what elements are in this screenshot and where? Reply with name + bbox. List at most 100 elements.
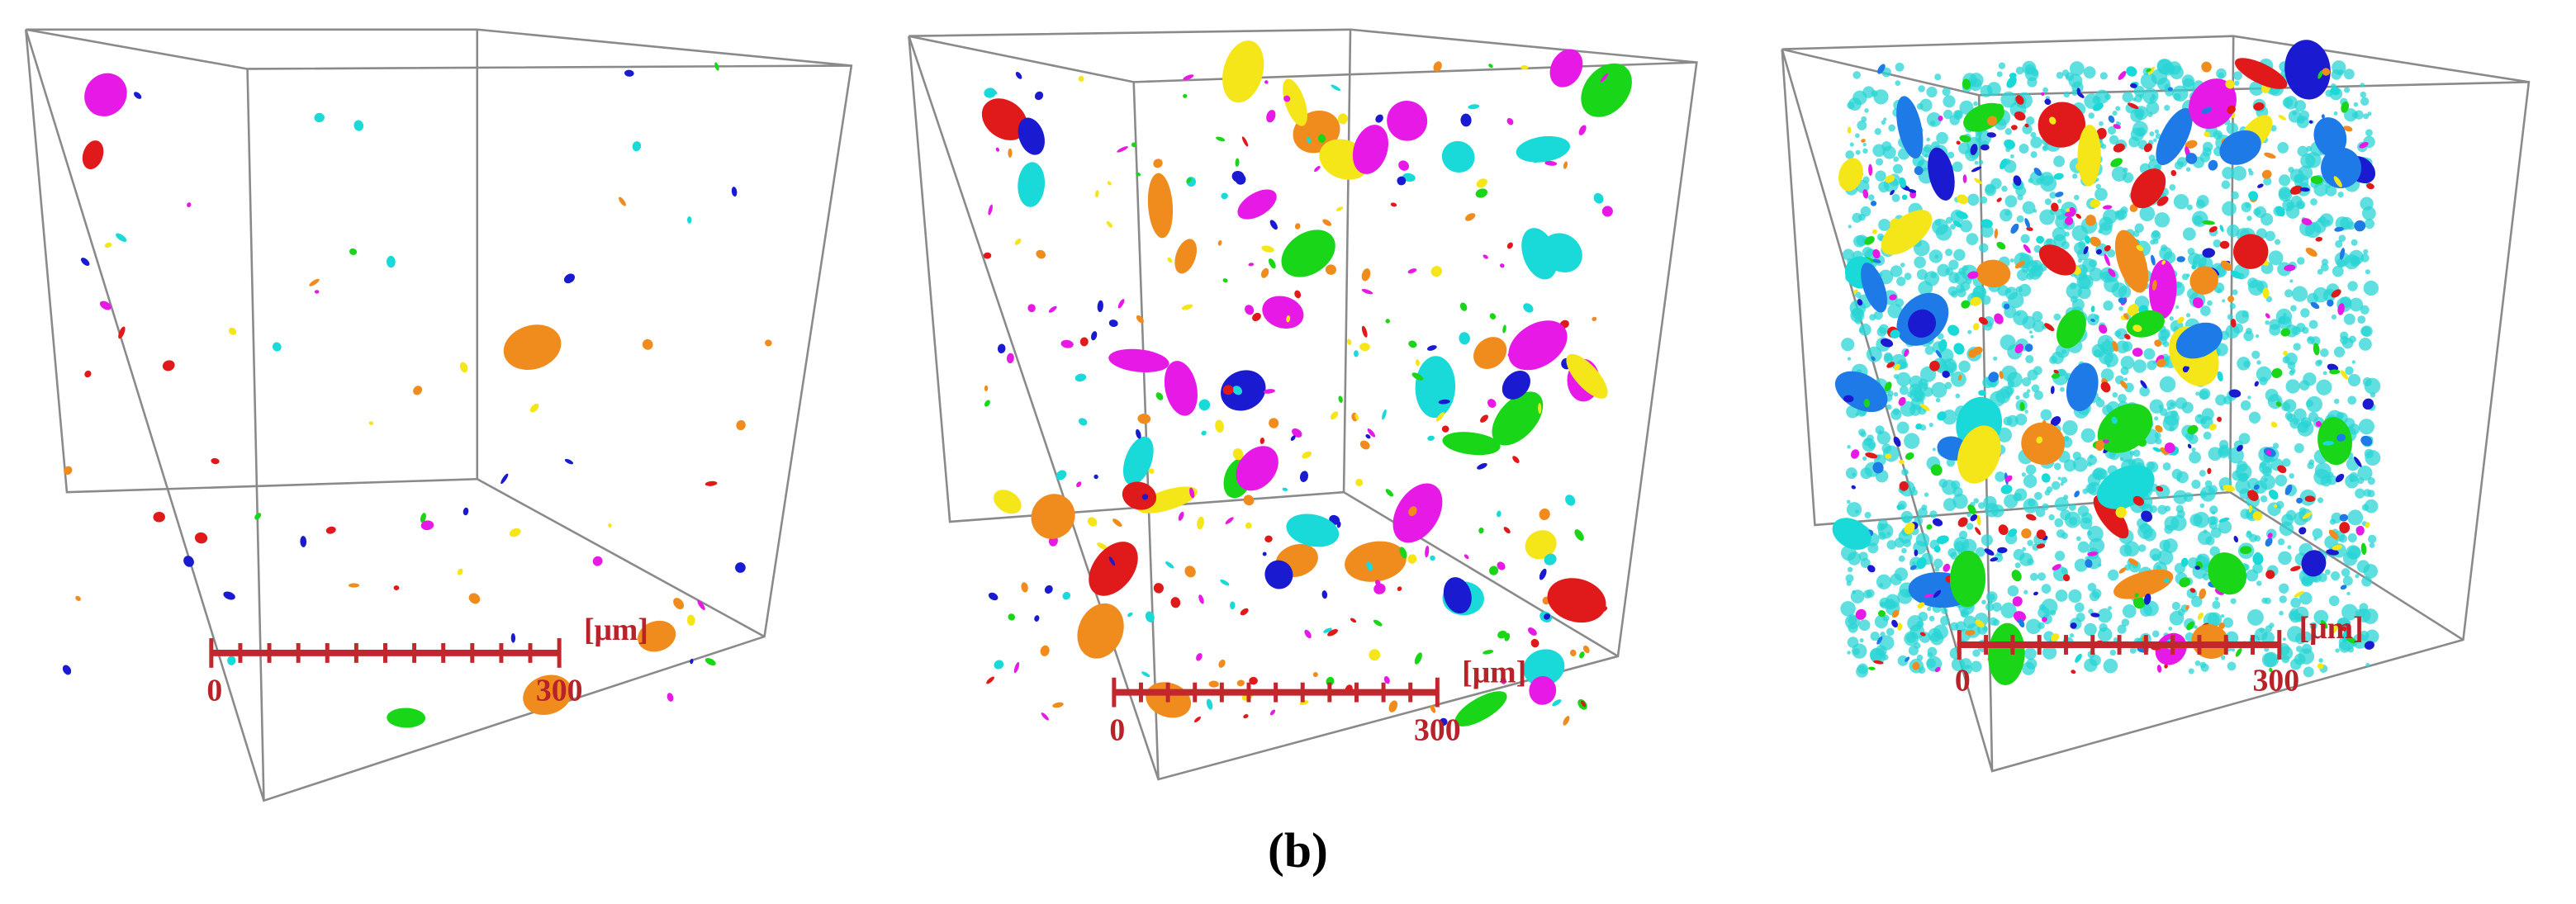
cluster xyxy=(2363,248,2369,255)
cluster xyxy=(1930,120,1936,126)
cluster xyxy=(988,204,993,215)
cluster xyxy=(2367,490,2375,498)
cluster xyxy=(1425,545,1430,558)
cluster xyxy=(314,112,325,123)
cluster xyxy=(2363,280,2379,296)
cluster xyxy=(84,73,127,116)
cluster xyxy=(2099,222,2113,235)
cluster xyxy=(1520,65,1529,70)
cluster xyxy=(992,90,998,95)
cluster xyxy=(1933,545,1941,553)
cluster xyxy=(1876,431,1891,445)
cluster xyxy=(1918,281,1933,296)
cluster xyxy=(1863,438,1872,447)
cluster xyxy=(2108,115,2115,123)
cluster xyxy=(2080,428,2095,443)
cluster xyxy=(2154,416,2159,421)
cluster xyxy=(2033,390,2043,400)
cluster xyxy=(2338,234,2346,242)
cluster xyxy=(2166,406,2171,411)
cluster xyxy=(393,585,400,590)
cluster xyxy=(1905,632,1917,643)
cluster xyxy=(1538,403,1542,414)
cluster xyxy=(1565,495,1576,506)
cluster xyxy=(2022,315,2036,329)
cluster xyxy=(2072,452,2081,461)
cluster xyxy=(1981,599,1986,605)
cluster xyxy=(1592,316,1597,322)
cluster xyxy=(2115,211,2125,220)
cluster xyxy=(2290,597,2301,608)
cluster xyxy=(2227,105,2236,114)
cluster xyxy=(1847,566,1853,573)
cluster xyxy=(2301,550,2327,577)
cluster xyxy=(2185,140,2198,149)
cluster xyxy=(2337,69,2344,76)
cluster xyxy=(1978,390,1986,396)
cluster xyxy=(1018,162,1046,207)
cluster xyxy=(2248,504,2252,513)
cluster xyxy=(2331,571,2341,581)
cluster xyxy=(2334,226,2344,232)
cluster xyxy=(2031,384,2040,393)
cluster xyxy=(2175,305,2180,310)
cluster xyxy=(1927,646,1938,657)
cluster xyxy=(731,187,738,197)
cluster xyxy=(2097,403,2153,453)
cluster xyxy=(2044,323,2055,332)
cluster xyxy=(1905,452,1914,461)
cluster xyxy=(1392,483,1443,543)
cluster xyxy=(2360,83,2365,88)
cluster xyxy=(2278,115,2286,121)
cluster xyxy=(2030,334,2034,339)
cluster xyxy=(2284,353,2298,366)
cluster xyxy=(2124,334,2131,340)
cluster xyxy=(1943,109,1953,120)
cluster xyxy=(2326,549,2339,556)
cluster xyxy=(1976,514,1981,526)
cluster xyxy=(2191,479,2201,490)
cluster xyxy=(1397,176,1407,186)
cluster xyxy=(2090,199,2101,208)
cluster xyxy=(1206,698,1213,710)
cluster xyxy=(2024,64,2035,75)
cluster xyxy=(1056,470,1067,480)
cluster xyxy=(1235,158,1240,168)
cluster xyxy=(2006,288,2012,294)
cluster xyxy=(2208,552,2247,595)
cluster xyxy=(2191,264,2197,270)
cluster xyxy=(2019,401,2025,411)
cluster xyxy=(2011,125,2018,130)
cluster xyxy=(1252,312,1261,322)
cluster xyxy=(2230,319,2237,328)
cluster xyxy=(1079,418,1088,426)
cluster xyxy=(2004,195,2018,208)
cluster xyxy=(1919,403,1930,411)
cluster xyxy=(2023,589,2028,594)
cluster xyxy=(1924,345,1934,355)
cluster xyxy=(1929,510,1938,518)
cluster xyxy=(1955,211,1968,220)
cluster xyxy=(1148,468,1155,474)
cluster xyxy=(1916,103,1924,110)
cluster xyxy=(2310,175,2323,185)
cluster xyxy=(1950,290,1958,298)
cluster xyxy=(2054,551,2066,561)
cluster xyxy=(1937,411,1947,421)
cluster xyxy=(2347,395,2357,405)
cluster xyxy=(1544,160,1558,166)
cluster xyxy=(1881,210,1933,255)
cluster xyxy=(1013,661,1020,674)
cluster xyxy=(2246,215,2252,221)
cluster xyxy=(1914,390,1926,402)
cluster xyxy=(2111,416,2118,424)
cluster xyxy=(2142,88,2159,104)
cluster xyxy=(2013,611,2026,622)
cluster xyxy=(2097,608,2113,623)
cluster xyxy=(1952,493,1968,509)
cluster xyxy=(2209,505,2218,514)
cluster xyxy=(2237,444,2243,452)
cluster xyxy=(2061,532,2068,539)
cluster xyxy=(2279,521,2294,537)
cluster xyxy=(2366,182,2374,190)
